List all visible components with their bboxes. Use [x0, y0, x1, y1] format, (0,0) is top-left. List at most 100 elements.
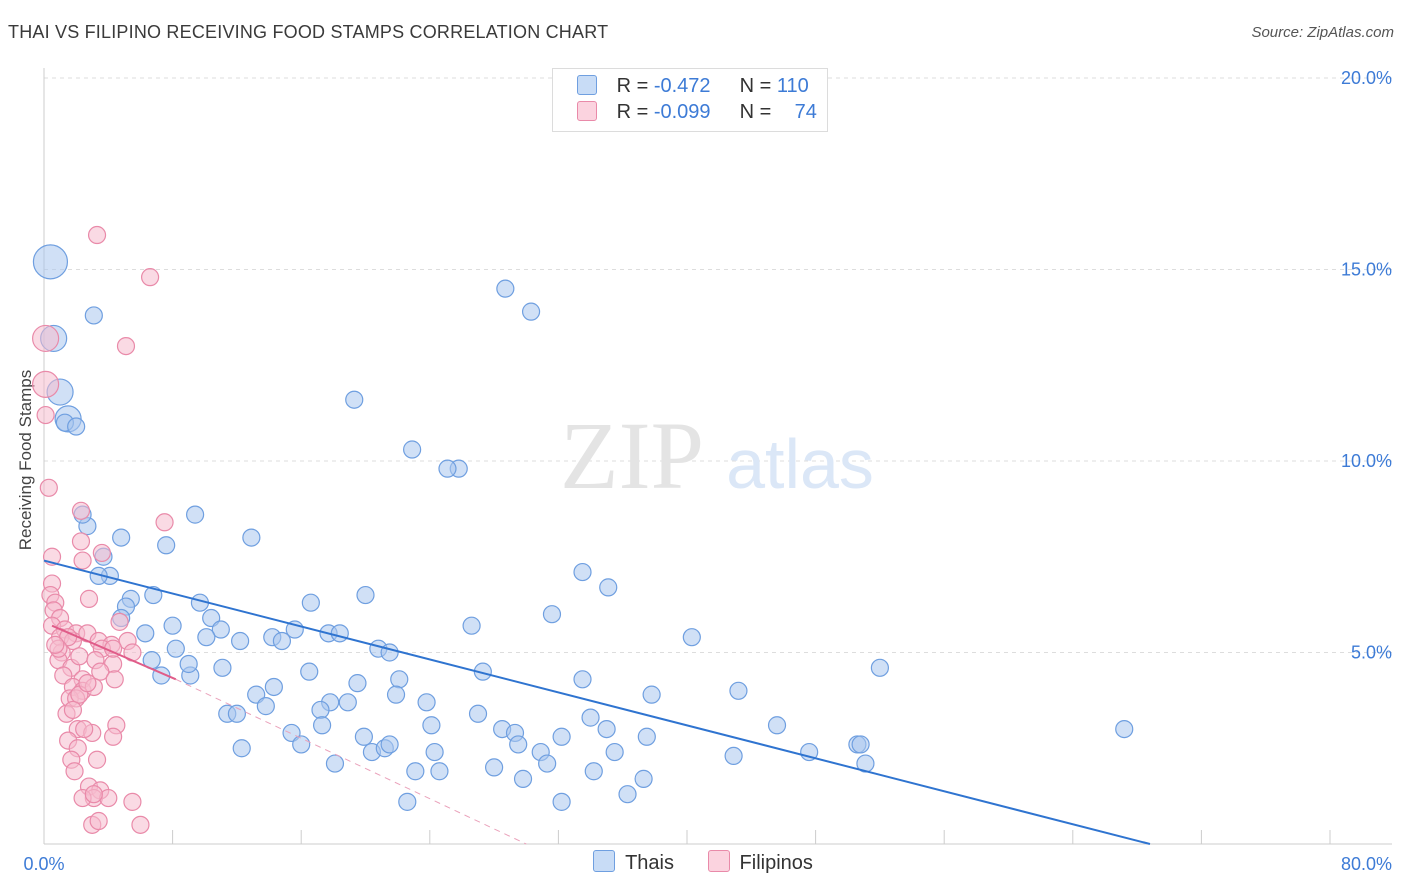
- filipinos-legend-label: Filipinos: [739, 852, 813, 874]
- thais-point-15: [242, 528, 261, 547]
- thais-point-51: [521, 302, 541, 321]
- thais-point-9: [112, 528, 131, 547]
- thais-point-101: [552, 792, 571, 811]
- series-filipinos: [32, 225, 174, 834]
- thais-point-99: [513, 769, 533, 788]
- thais-point-102: [584, 762, 603, 781]
- thais-point-91: [354, 727, 373, 746]
- thais-point-100: [538, 754, 557, 773]
- thais-n-value: 110: [776, 75, 809, 97]
- filipinos-point-28: [110, 612, 129, 631]
- thais-point-96: [425, 742, 444, 762]
- thais-point-46: [345, 390, 364, 409]
- filipinos-point-50: [63, 700, 83, 720]
- watermark-atlas: atlas: [726, 425, 874, 503]
- thais-point-21: [163, 616, 182, 635]
- thais-trendline: [43, 559, 1151, 845]
- thais-point-83: [851, 735, 870, 754]
- filipinos-n-value: 74: [794, 101, 817, 123]
- source-credit: Source: ZipAtlas.com: [1251, 24, 1394, 41]
- thais-point-31: [301, 593, 320, 612]
- filipinos-point-72: [46, 635, 65, 654]
- axes: [43, 68, 1392, 845]
- thais-point-14: [186, 505, 205, 524]
- filipinos-point-41: [105, 670, 124, 689]
- filipinos-point-0: [32, 324, 60, 353]
- watermark-zip: ZIP: [560, 402, 704, 509]
- thais-point-67: [468, 704, 488, 723]
- thais-point-77: [605, 742, 624, 762]
- thais-point-88: [292, 735, 311, 754]
- thais-point-86: [1115, 719, 1134, 739]
- thais-point-56: [682, 628, 701, 647]
- filipinos-point-6: [116, 337, 136, 356]
- filipinos-point-65: [131, 815, 150, 834]
- filipinos-point-73: [84, 785, 103, 804]
- filipinos-point-4: [87, 225, 107, 245]
- legend-item-thais[interactable]: Thais: [593, 850, 674, 875]
- filipinos-point-2: [36, 405, 55, 425]
- correlation-legend: R = -0.472 N = 110 R = -0.099 N = 74: [552, 68, 828, 132]
- thais-n-label: N =: [739, 75, 777, 97]
- legend-item-filipinos[interactable]: Filipinos: [707, 850, 813, 875]
- thais-point-20: [136, 624, 155, 643]
- thais-point-66: [422, 716, 441, 735]
- filipinos-point-71: [75, 719, 94, 739]
- thais-point-50: [496, 279, 515, 298]
- thais-point-16: [144, 585, 163, 605]
- thais-point-73: [552, 727, 571, 746]
- thais-point-74: [573, 670, 592, 689]
- thais-point-97: [430, 762, 449, 781]
- legend-row-filipinos: R = -0.099 N = 74: [577, 101, 817, 127]
- filipinos-point-12: [92, 543, 111, 563]
- thais-point-33: [330, 624, 349, 643]
- thais-point-45: [300, 662, 319, 681]
- thais-point-98: [485, 758, 504, 777]
- filipinos-swatch: [577, 101, 597, 121]
- thais-point-47: [403, 440, 422, 459]
- thais-point-58: [380, 643, 399, 662]
- thais-point-80: [729, 681, 748, 700]
- thais-point-107: [724, 746, 743, 766]
- thais-r-label: R =: [616, 75, 654, 97]
- thais-point-85: [870, 658, 890, 677]
- thais-point-53: [573, 562, 592, 582]
- thais-point-63: [390, 670, 409, 689]
- thais-point-89: [312, 716, 332, 735]
- filipinos-point-40: [91, 662, 110, 681]
- filipinos-point-35: [70, 647, 89, 666]
- filipinos-point-10: [71, 532, 91, 551]
- filipinos-point-68: [104, 727, 123, 746]
- thais-point-39: [213, 658, 232, 677]
- filipinos-point-57: [65, 762, 84, 781]
- filipinos-point-7: [71, 501, 91, 520]
- thais-point-59: [348, 674, 367, 693]
- thais-point-34: [356, 585, 375, 605]
- thais-point-25: [197, 628, 216, 647]
- thais-point-26: [231, 631, 250, 651]
- y-tick-label-3: 20.0%: [1341, 68, 1392, 88]
- thais-point-94: [380, 735, 399, 754]
- thais-legend-label: Thais: [625, 852, 674, 874]
- trendlines: [43, 559, 1151, 845]
- thais-point-105: [232, 739, 251, 758]
- thais-point-65: [417, 693, 436, 712]
- thais-point-54: [599, 578, 618, 597]
- thais-point-90: [325, 754, 345, 773]
- series-thais: [32, 244, 1134, 811]
- thais-point-13: [157, 536, 176, 555]
- thais-swatch: [577, 75, 597, 95]
- thais-point-64: [386, 685, 406, 704]
- filipinos-r-value: -0.099: [653, 101, 711, 123]
- series-legend: Thais Filipinos: [0, 850, 1406, 875]
- x-tick-label-min: 0.0%: [23, 854, 64, 874]
- thais-point-104: [634, 769, 653, 788]
- thais-point-24: [211, 620, 230, 639]
- filipinos-point-18: [79, 589, 99, 608]
- thais-point-75: [581, 708, 600, 727]
- watermark: ZIP atlas: [560, 402, 874, 509]
- thais-point-71: [509, 735, 528, 754]
- thais-point-52: [542, 605, 562, 624]
- chart-title: THAI VS FILIPINO RECEIVING FOOD STAMPS C…: [8, 22, 609, 42]
- thais-point-42: [256, 697, 275, 716]
